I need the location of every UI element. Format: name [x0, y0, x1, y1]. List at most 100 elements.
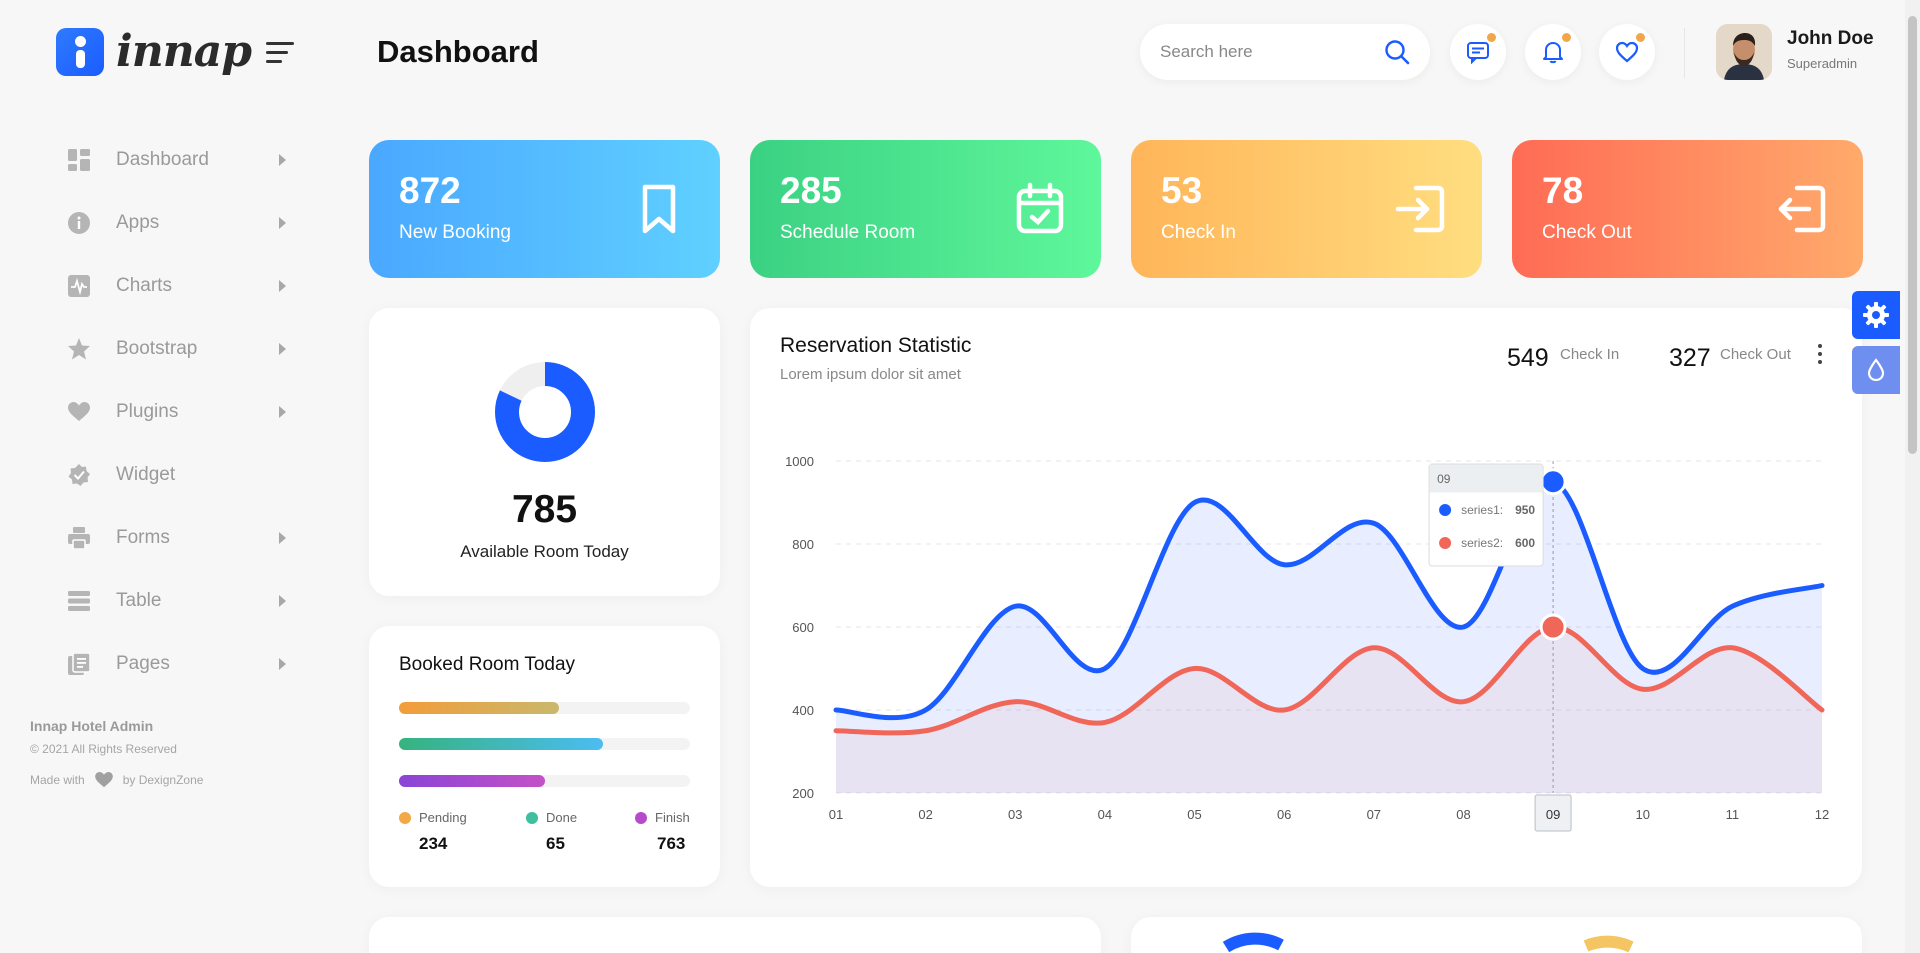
tooltip-series-label: series1:	[1461, 503, 1503, 517]
search-box	[1140, 24, 1430, 80]
legend-dot	[399, 811, 411, 824]
chat-icon	[1467, 42, 1489, 64]
page-title: Dashboard	[377, 34, 539, 69]
reservation-chart: 1000 800 600 400 200 01 02 03 04 05 06 07 08 09 10 11 12…	[785, 454, 1829, 832]
sidebar-item-bootstrap[interactable]: Bootstrap	[66, 317, 286, 380]
y-tick-label: 200	[792, 786, 814, 801]
messages-button[interactable]	[1450, 24, 1506, 80]
heart-outline-icon	[1615, 41, 1639, 63]
sidebar-item-label: Table	[116, 589, 162, 611]
sidebar-item-widget[interactable]: Widget	[66, 443, 286, 506]
sidebar-item-dashboard[interactable]: Dashboard	[66, 128, 286, 191]
stat-card-check-out[interactable]: 78 Check Out	[1512, 140, 1863, 278]
sidebar-item-label: Pages	[116, 652, 170, 674]
legend-value-done: 65	[546, 834, 565, 853]
legend-dot	[635, 811, 647, 824]
y-tick-label: 800	[792, 537, 814, 552]
available-room-donut	[495, 362, 595, 462]
caret-right-icon	[279, 532, 286, 544]
tooltip-series-label: series2:	[1461, 536, 1503, 550]
more-options-icon[interactable]	[1815, 344, 1825, 366]
stat-card-new-booking[interactable]: 872 New Booking	[369, 140, 720, 278]
y-tick-label: 1000	[785, 454, 814, 469]
footer-made-with: Made with by DexignZone	[30, 772, 203, 788]
sidebar-item-label: Plugins	[116, 400, 179, 422]
page-scrollbar[interactable]	[1905, 0, 1920, 953]
donut-arc	[495, 362, 595, 462]
tooltip-header	[1429, 464, 1543, 493]
sidebar-item-pages[interactable]: Pages	[66, 632, 286, 695]
pulse-icon	[66, 273, 92, 299]
sidebar-item-label: Bootstrap	[116, 337, 198, 359]
user-name[interactable]: John Doe	[1787, 28, 1874, 49]
legend-dot	[526, 811, 538, 824]
stat-card-schedule-room[interactable]: 285 Schedule Room	[750, 140, 1101, 278]
marker-series2	[1539, 613, 1567, 641]
progress-track	[399, 738, 690, 750]
footer-title: Innap Hotel Admin	[30, 718, 154, 734]
available-room-value: 785	[511, 488, 578, 531]
legend-value-pending: 234	[419, 834, 448, 853]
stat-value: 53	[1161, 170, 1203, 211]
notification-dot	[1636, 33, 1645, 42]
bottom-card-left	[369, 917, 1101, 953]
stat-card-check-in[interactable]: 53 Check In	[1131, 140, 1482, 278]
pages-icon	[66, 651, 92, 677]
x-highlight-box	[1534, 794, 1572, 832]
settings-panel-button[interactable]	[1852, 291, 1900, 339]
area-series2	[836, 626, 1822, 793]
x-tick-label: 07	[1367, 807, 1381, 822]
theme-color-button[interactable]	[1852, 346, 1900, 394]
stat-value: 78	[1542, 170, 1584, 211]
caret-right-icon	[279, 406, 286, 418]
sidebar: innap Dashboard Apps Charts	[0, 0, 340, 953]
printer-icon	[66, 525, 92, 551]
sidebar-item-table[interactable]: Table	[66, 569, 286, 632]
stat-label: Check In	[1161, 222, 1236, 243]
bell-icon	[1543, 42, 1563, 64]
sidebar-item-charts[interactable]: Charts	[66, 254, 286, 317]
stat-label: New Booking	[399, 222, 511, 243]
sidebar-item-label: Apps	[116, 211, 160, 233]
sidebar-item-apps[interactable]: Apps	[66, 191, 286, 254]
sidebar-item-forms[interactable]: Forms	[66, 506, 286, 569]
x-tick-label: 05	[1187, 807, 1201, 822]
avatar[interactable]	[1716, 24, 1772, 80]
x-tick-label: 10	[1635, 807, 1649, 822]
header-divider	[1684, 28, 1685, 78]
logout-icon	[1778, 185, 1826, 233]
y-tick-label: 400	[792, 703, 814, 718]
caret-right-icon	[279, 217, 286, 229]
sidebar-item-label: Charts	[116, 274, 172, 296]
menu-toggle-icon[interactable]	[266, 42, 294, 64]
x-tick-label: 12	[1815, 807, 1829, 822]
heart-icon	[66, 399, 92, 425]
booked-room-card: Booked Room Today Pending Done Finish 23…	[369, 626, 720, 887]
sidebar-item-plugins[interactable]: Plugins	[66, 380, 286, 443]
x-tick-label: 08	[1456, 807, 1470, 822]
checkin-total-label: Check In	[1560, 346, 1620, 363]
notifications-button[interactable]	[1525, 24, 1581, 80]
logo-icon	[56, 27, 104, 76]
footer-made-label: Made with	[30, 773, 85, 787]
login-icon	[1395, 185, 1445, 233]
heart-icon	[94, 772, 113, 788]
stat-value: 872	[399, 170, 461, 211]
scrollbar-thumb[interactable]	[1908, 16, 1917, 454]
notification-dot	[1487, 33, 1496, 42]
progress-bar-pending	[399, 702, 560, 714]
x-tick-label: 06	[1277, 807, 1291, 822]
progress-track	[399, 702, 690, 714]
legend-label: Done	[546, 810, 578, 825]
footer-by-label: by DexignZone	[122, 773, 204, 787]
grid-icon	[66, 147, 92, 173]
gear-icon	[1863, 302, 1889, 328]
search-input[interactable]	[1160, 42, 1380, 62]
x-highlight-label: 09	[1546, 807, 1560, 822]
y-tick-label: 600	[792, 620, 814, 635]
bookmark-icon	[642, 184, 676, 234]
favorites-button[interactable]	[1599, 24, 1655, 80]
brand-logo[interactable]: innap	[56, 26, 252, 77]
search-icon[interactable]	[1384, 39, 1410, 65]
legend-label: Pending	[419, 810, 467, 825]
